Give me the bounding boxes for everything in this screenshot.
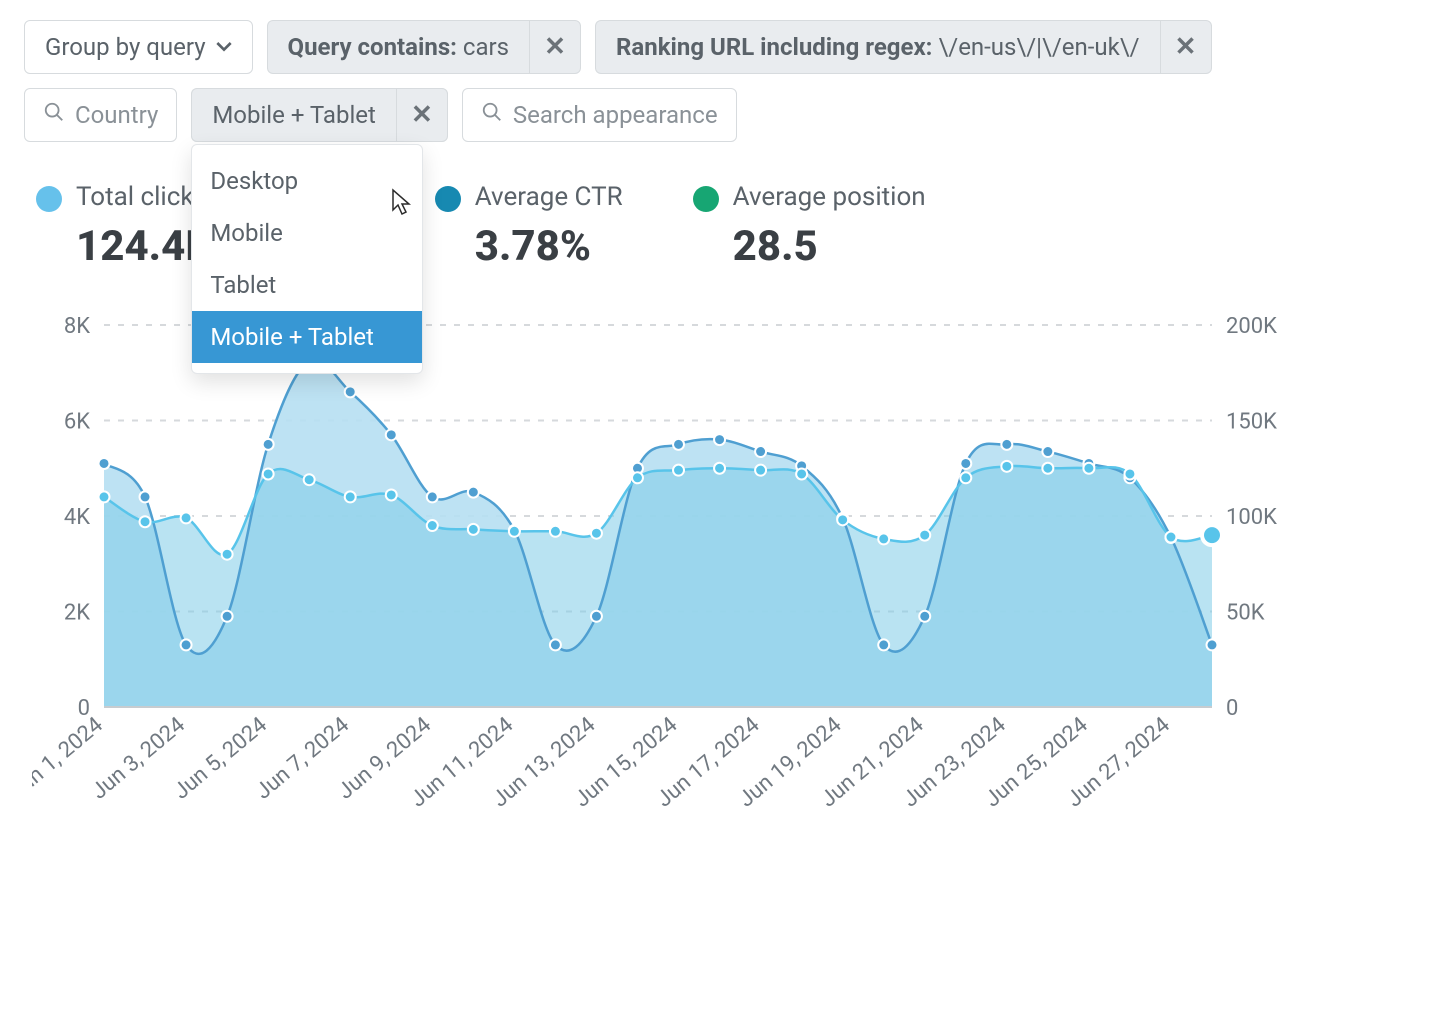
device-dropdown-menu: DesktopMobileTabletMobile + Tablet [191,144,423,374]
close-icon: ✕ [411,100,433,130]
search-appearance-placeholder: Search appearance [513,101,718,129]
chart-svg: 02K4K6K8K050K100K150K200KJun 1, 2024Jun … [32,307,1288,873]
filter-chip-query-value: cars [463,33,509,61]
metric-dot [693,186,719,212]
metric-value: 28.5 [733,222,926,271]
filter-chip-query-body[interactable]: Query contains: cars [267,20,530,74]
svg-text:100K: 100K [1226,505,1277,530]
filter-chip-query: Query contains: cars ✕ [267,20,582,74]
svg-text:2K: 2K [64,601,90,626]
device-menu-item[interactable]: Mobile [192,207,422,259]
svg-text:0: 0 [1226,696,1238,721]
metric-value: 3.78% [475,222,623,271]
svg-text:6K: 6K [64,410,90,435]
cursor-icon [389,188,415,222]
filters-row-1: Group by query Query contains: cars ✕ Ra… [24,20,1416,74]
metric-total_clicks[interactable]: Total clicks124.4K [36,182,212,271]
filter-chip-query-close[interactable]: ✕ [529,20,581,74]
search-icon [481,101,503,129]
caret-down-icon [216,33,232,61]
filter-chip-url-prefix: Ranking URL including regex: [616,33,932,61]
device-menu-item[interactable]: Desktop [192,155,422,207]
svg-text:50K: 50K [1226,601,1265,626]
timeseries-chart: 02K4K6K8K050K100K150K200KJun 1, 2024Jun … [32,307,1408,877]
group-by-label: Group by query [45,33,206,61]
search-appearance-filter[interactable]: Search appearance [462,88,737,142]
filter-chip-url-body[interactable]: Ranking URL including regex: \/en-us\/|\… [595,20,1160,74]
metric-dot [435,186,461,212]
svg-text:150K: 150K [1226,410,1277,435]
filter-chip-query-prefix: Query contains: [288,33,457,61]
close-icon: ✕ [1175,32,1197,62]
device-filter-label: Mobile + Tablet [212,101,376,129]
country-placeholder: Country [75,101,158,129]
device-menu-item[interactable]: Tablet [192,259,422,311]
device-menu-item[interactable]: Mobile + Tablet [192,311,422,363]
metric-avg_ctr[interactable]: Average CTR 3.78% [435,182,623,271]
search-icon [43,101,65,129]
group-by-dropdown[interactable]: Group by query [24,20,253,74]
filter-chip-url-value: \/en-us\/|\/en-uk\/ [938,33,1139,61]
svg-text:8K: 8K [64,314,90,339]
close-icon: ✕ [544,32,566,62]
metric-dot [36,186,62,212]
metric-avg_position[interactable]: Average position 28.5 [693,182,926,271]
device-filter-close[interactable]: ✕ [396,88,448,142]
svg-text:4K: 4K [64,505,90,530]
metric-label: Average CTR [475,182,623,212]
filter-chip-url-close[interactable]: ✕ [1160,20,1212,74]
svg-text:200K: 200K [1226,314,1277,339]
metric-label: Average position [733,182,926,212]
device-filter-body[interactable]: Mobile + Tablet [191,88,396,142]
device-filter-chip: Mobile + Tablet ✕ [191,88,448,142]
filter-chip-url: Ranking URL including regex: \/en-us\/|\… [595,20,1212,74]
device-filter-wrap: Mobile + Tablet ✕ DesktopMobileTabletMob… [191,88,448,142]
filters-row-2: Country Mobile + Tablet ✕ DesktopMobileT… [24,88,1416,142]
country-filter[interactable]: Country [24,88,177,142]
